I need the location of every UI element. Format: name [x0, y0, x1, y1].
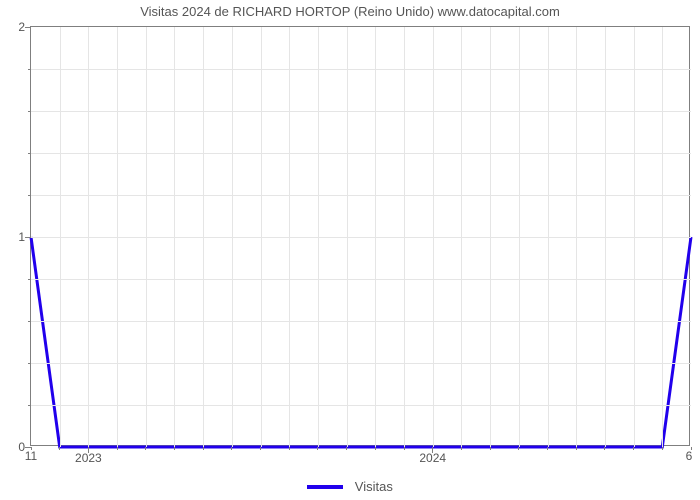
- grid-line-vertical: [433, 27, 434, 447]
- x-minor-tick: [203, 447, 204, 450]
- y-minor-tick: [28, 195, 31, 196]
- y-minor-tick: [28, 363, 31, 364]
- grid-line-vertical: [375, 27, 376, 447]
- x-minor-tick: [691, 447, 692, 450]
- x-minor-tick: [547, 447, 548, 450]
- grid-line-vertical: [404, 27, 405, 447]
- x-axis-label: 2024: [419, 445, 446, 465]
- grid-line-horizontal-minor: [31, 111, 691, 112]
- grid-line-horizontal-minor: [31, 279, 691, 280]
- y-minor-tick: [28, 69, 31, 70]
- grid-line-horizontal-minor: [31, 405, 691, 406]
- x-minor-tick: [662, 447, 663, 450]
- x-minor-tick: [518, 447, 519, 450]
- grid-line-horizontal-minor: [31, 153, 691, 154]
- y-axis-label: 0: [18, 440, 31, 454]
- legend: Visitas: [0, 478, 700, 494]
- x-minor-tick: [490, 447, 491, 450]
- y-minor-tick: [28, 321, 31, 322]
- grid-line-vertical: [347, 27, 348, 447]
- y-minor-tick: [28, 279, 31, 280]
- x-minor-tick: [289, 447, 290, 450]
- grid-line-vertical: [605, 27, 606, 447]
- grid-line-vertical: [461, 27, 462, 447]
- x-minor-tick: [604, 447, 605, 450]
- legend-swatch: [307, 485, 343, 489]
- grid-line-vertical: [232, 27, 233, 447]
- grid-line-vertical: [88, 27, 89, 447]
- x-minor-tick: [375, 447, 376, 450]
- x-minor-tick: [633, 447, 634, 450]
- y-minor-tick: [28, 111, 31, 112]
- grid-line-vertical: [548, 27, 549, 447]
- y-axis-label: 1: [18, 230, 31, 244]
- grid-line-horizontal-minor: [31, 69, 691, 70]
- x-minor-tick: [145, 447, 146, 450]
- grid-line-vertical: [146, 27, 147, 447]
- grid-line-vertical: [519, 27, 520, 447]
- x-minor-tick: [404, 447, 405, 450]
- y-minor-tick: [28, 405, 31, 406]
- grid-line-vertical: [289, 27, 290, 447]
- x-minor-tick: [59, 447, 60, 450]
- x-minor-tick: [346, 447, 347, 450]
- grid-line-vertical: [261, 27, 262, 447]
- grid-line-horizontal-minor: [31, 363, 691, 364]
- grid-line-vertical: [318, 27, 319, 447]
- plot-area: 11 6 01220232024: [30, 26, 690, 446]
- chart-title: Visitas 2024 de RICHARD HORTOP (Reino Un…: [0, 4, 700, 19]
- y-axis-label: 2: [18, 20, 31, 34]
- x-minor-tick: [260, 447, 261, 450]
- grid-line-vertical: [117, 27, 118, 447]
- grid-line-horizontal: [31, 237, 691, 238]
- x-minor-tick: [576, 447, 577, 450]
- grid-line-vertical: [662, 27, 663, 447]
- chart-container: Visitas 2024 de RICHARD HORTOP (Reino Un…: [0, 0, 700, 500]
- grid-line-vertical: [60, 27, 61, 447]
- series-path: [31, 237, 691, 447]
- grid-line-vertical: [174, 27, 175, 447]
- grid-line-vertical: [576, 27, 577, 447]
- x-minor-tick: [174, 447, 175, 450]
- x-axis-label: 2023: [75, 445, 102, 465]
- x-minor-tick: [317, 447, 318, 450]
- x-minor-tick: [117, 447, 118, 450]
- grid-line-vertical: [203, 27, 204, 447]
- x-minor-tick: [31, 447, 32, 450]
- grid-line-horizontal-minor: [31, 321, 691, 322]
- grid-line-horizontal-minor: [31, 195, 691, 196]
- x-minor-tick: [461, 447, 462, 450]
- grid-line-vertical: [490, 27, 491, 447]
- x-minor-tick: [231, 447, 232, 450]
- legend-label: Visitas: [355, 479, 393, 494]
- grid-line-vertical: [634, 27, 635, 447]
- y-minor-tick: [28, 153, 31, 154]
